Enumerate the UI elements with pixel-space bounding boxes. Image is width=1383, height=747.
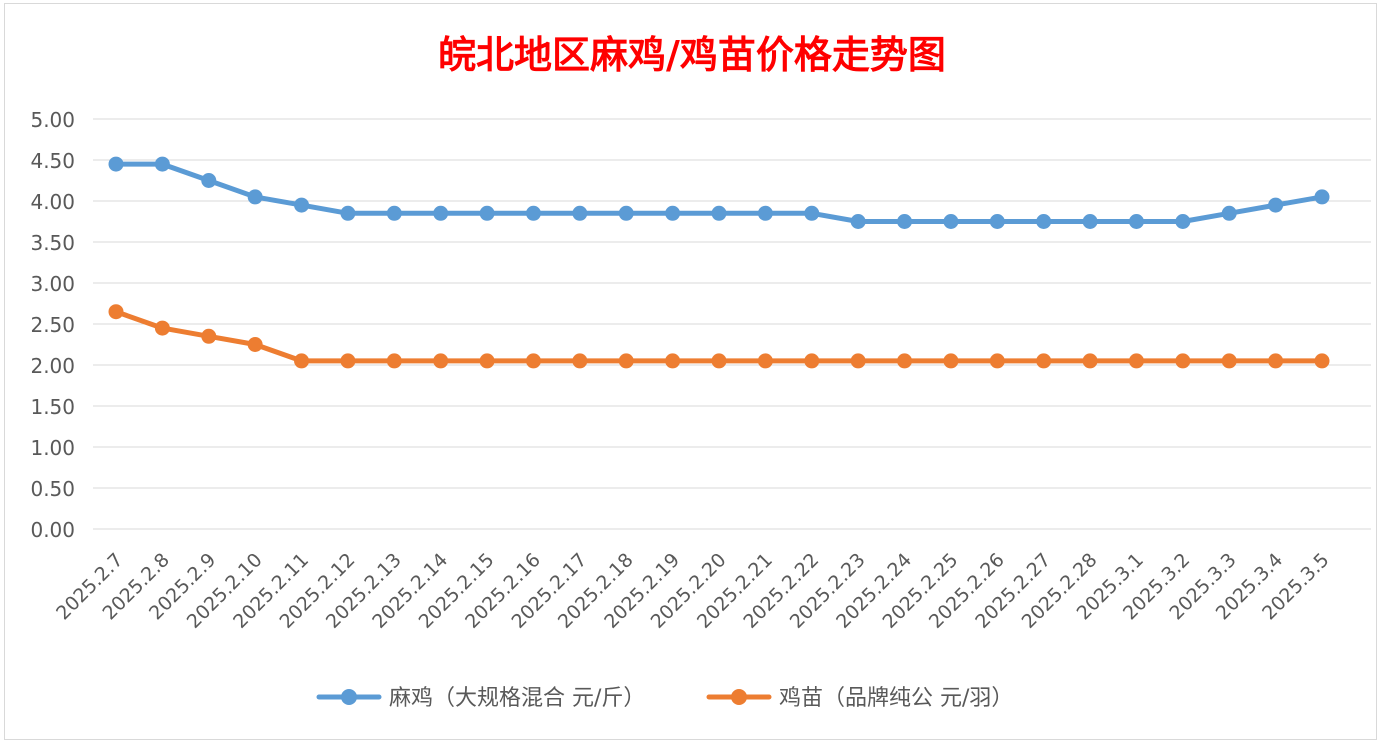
chart-frame: 皖北地区麻鸡/鸡苗价格走势图 0.00 0.50 1.00 1.50 2.00 2.50 3… xyxy=(4,3,1377,740)
data-point xyxy=(201,328,217,344)
data-point xyxy=(665,205,681,221)
data-point xyxy=(665,353,681,369)
data-point xyxy=(618,205,634,221)
data-point xyxy=(897,353,913,369)
y-axis-ticks: 0.00 0.50 1.00 1.50 2.00 2.50 3.00 3.50 4.00 4.50… xyxy=(30,108,75,542)
data-point xyxy=(1221,353,1237,369)
data-point xyxy=(1314,189,1330,205)
gridlines xyxy=(93,118,1371,530)
data-point xyxy=(1128,353,1144,369)
data-point xyxy=(1268,353,1284,369)
data-point xyxy=(1128,214,1144,229)
data-point xyxy=(525,205,541,221)
data-point xyxy=(572,205,588,221)
y-tick-label: 2.50 xyxy=(30,313,75,337)
data-point xyxy=(572,353,588,369)
data-point xyxy=(804,205,820,221)
y-tick-label: 5.00 xyxy=(30,108,75,132)
data-point xyxy=(108,304,124,320)
y-tick-label: 1.00 xyxy=(30,436,75,460)
y-tick-label: 4.50 xyxy=(30,149,75,173)
data-point xyxy=(850,214,866,229)
legend-marker xyxy=(731,689,747,705)
data-point xyxy=(1268,197,1284,213)
y-tick-label: 4.00 xyxy=(30,190,75,214)
data-point xyxy=(340,205,356,221)
data-point xyxy=(989,214,1005,229)
data-point xyxy=(386,205,402,221)
y-tick-label: 3.50 xyxy=(30,231,75,255)
data-point xyxy=(247,189,263,205)
data-point xyxy=(757,205,773,221)
legend: 麻鸡（大规格混合 元/斤） 鸡苗（品牌纯公 元/羽） xyxy=(316,686,1013,711)
data-point xyxy=(943,214,959,229)
data-point xyxy=(618,353,634,369)
data-point xyxy=(804,353,820,369)
series-lines xyxy=(108,156,1330,369)
chart-title: 皖北地区麻鸡/鸡苗价格走势图 xyxy=(438,32,946,77)
data-point xyxy=(525,353,541,369)
legend-item-0: 麻鸡（大规格混合 元/斤） xyxy=(316,686,645,711)
data-point xyxy=(989,353,1005,369)
data-point xyxy=(1036,214,1052,229)
data-point xyxy=(479,205,495,221)
data-point xyxy=(711,353,727,369)
legend-marker xyxy=(341,689,357,705)
y-tick-label: 2.00 xyxy=(30,354,75,378)
y-tick-label: 1.50 xyxy=(30,395,75,419)
data-point xyxy=(757,353,773,369)
data-point xyxy=(711,205,727,221)
y-tick-label: 0.00 xyxy=(30,518,75,542)
data-point xyxy=(201,173,217,188)
data-point xyxy=(850,353,866,369)
data-point xyxy=(1036,353,1052,369)
data-point xyxy=(1082,214,1098,229)
data-point xyxy=(1175,353,1191,369)
series-1 xyxy=(108,304,1330,369)
data-point xyxy=(294,197,310,213)
data-point xyxy=(1082,353,1098,369)
data-point xyxy=(943,353,959,369)
data-point xyxy=(897,214,913,229)
legend-label: 鸡苗（品牌纯公 元/羽） xyxy=(779,686,1013,711)
data-point xyxy=(340,353,356,369)
data-point xyxy=(433,205,449,221)
data-point xyxy=(386,353,402,369)
legend-label: 麻鸡（大规格混合 元/斤） xyxy=(389,686,645,711)
data-point xyxy=(1314,353,1330,369)
legend-item-1: 鸡苗（品牌纯公 元/羽） xyxy=(706,686,1013,711)
data-point xyxy=(108,156,124,172)
data-point xyxy=(1175,214,1191,229)
data-point xyxy=(154,156,170,172)
y-tick-label: 0.50 xyxy=(30,477,75,501)
data-point xyxy=(154,320,170,336)
x-axis-ticks: 2025.2.72025.2.82025.2.92025.2.102025.2.… xyxy=(52,549,1333,633)
data-point xyxy=(1221,205,1237,221)
y-tick-label: 3.00 xyxy=(30,272,75,296)
data-point xyxy=(433,353,449,369)
data-point xyxy=(479,353,495,369)
data-point xyxy=(247,337,263,352)
line-chart: 皖北地区麻鸡/鸡苗价格走势图 0.00 0.50 1.00 1.50 2.00 2.50 3… xyxy=(30,32,1371,711)
data-point xyxy=(294,353,310,369)
series-0 xyxy=(108,156,1330,229)
